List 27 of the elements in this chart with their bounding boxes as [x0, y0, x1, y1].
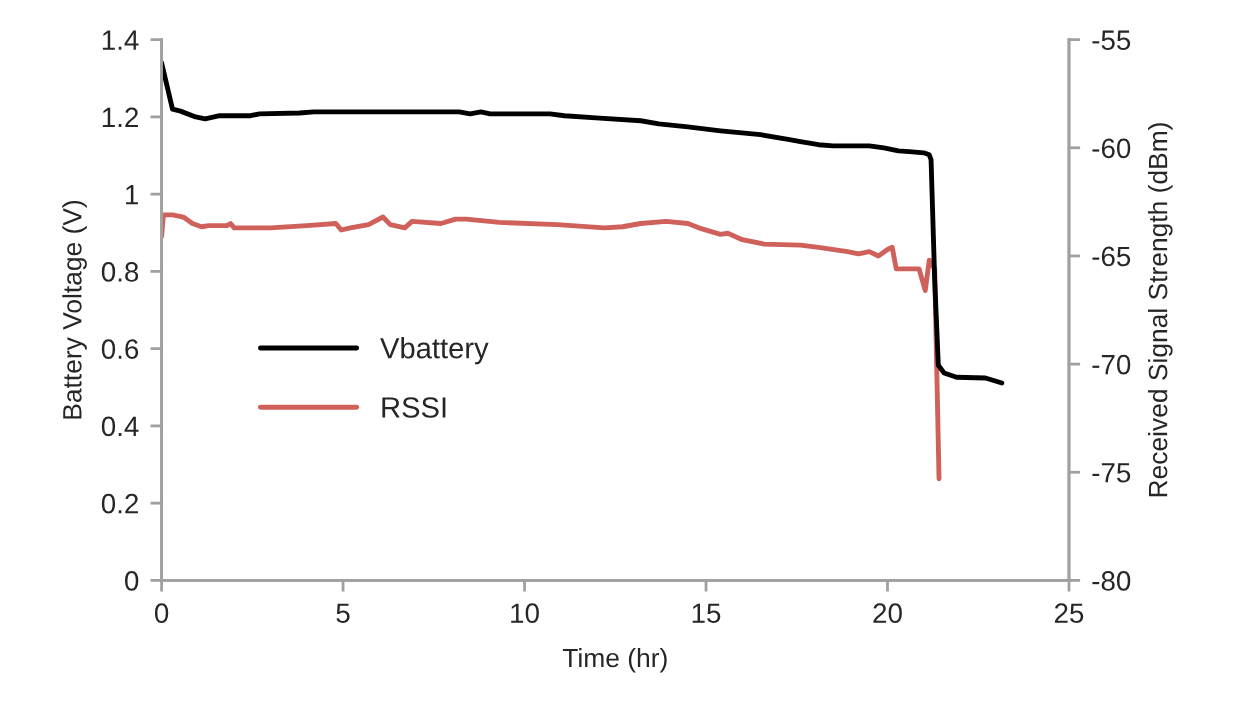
- x-axis-title: Time (hr): [562, 647, 667, 673]
- y-tick-label: 0.6: [101, 339, 139, 359]
- y-tick-label: 0.2: [101, 493, 138, 514]
- y2-tick-label: -70: [1092, 354, 1131, 375]
- x-tick-label: 0: [154, 603, 169, 624]
- legend-label: Vbattery: [380, 337, 489, 365]
- x-tick-label: 15: [692, 603, 721, 624]
- x-tick-label: 20: [873, 603, 902, 624]
- y2-tick-label: -60: [1092, 138, 1131, 159]
- line-series: [161, 212, 942, 482]
- x-tick-label: 10: [511, 603, 539, 624]
- y-tick-label: 0.8: [101, 262, 139, 282]
- y-tick-label: 1.4: [102, 30, 139, 50]
- x-tick-label: 5: [336, 603, 350, 624]
- y2-tick-label: -75: [1092, 463, 1131, 483]
- y2-tick-label: -65: [1092, 246, 1131, 267]
- y-tick-label: 0: [125, 571, 139, 591]
- y2-tick-label: -55: [1092, 30, 1131, 50]
- legend-label: RSSI: [382, 397, 446, 418]
- y-tick-label: 1: [126, 185, 139, 205]
- y-tick-label: 0.4: [101, 416, 139, 437]
- y2-axis-title: Received Signal Strength (dBm): [1148, 123, 1173, 497]
- y-tick-label: 1.2: [102, 107, 138, 127]
- line-series: [161, 60, 1005, 386]
- y-axis-title: Battery Voltage (V): [62, 200, 87, 419]
- y2-tick-label: -80: [1092, 571, 1131, 591]
- x-tick-label: 25: [1054, 603, 1084, 624]
